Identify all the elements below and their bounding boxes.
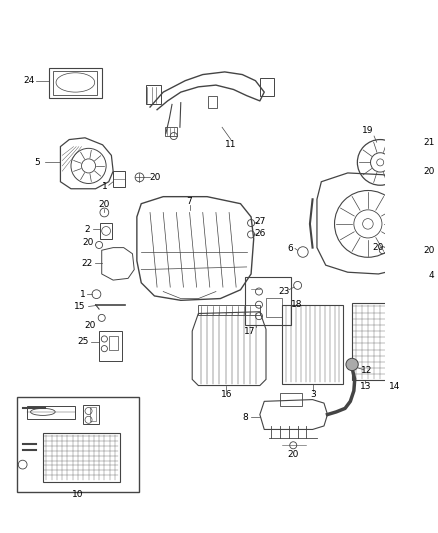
Text: 20: 20: [424, 167, 435, 176]
Text: 23: 23: [278, 287, 289, 296]
Text: 20: 20: [424, 246, 435, 255]
Text: 20: 20: [150, 173, 161, 182]
Text: 27: 27: [254, 217, 265, 226]
Bar: [83, 405, 99, 424]
Bar: [17, 397, 139, 492]
Text: 3: 3: [311, 390, 316, 399]
Text: 20: 20: [287, 449, 299, 458]
Text: 12: 12: [360, 366, 372, 375]
Text: 6: 6: [288, 244, 293, 253]
Bar: [198, 305, 260, 315]
Text: 13: 13: [360, 382, 371, 391]
Text: 8: 8: [242, 413, 248, 422]
Bar: [245, 277, 290, 325]
Bar: [352, 303, 392, 380]
Bar: [280, 393, 302, 406]
Bar: [165, 127, 177, 136]
Bar: [208, 95, 217, 108]
Text: 22: 22: [81, 259, 92, 268]
Text: 20: 20: [85, 321, 96, 330]
Bar: [27, 406, 75, 419]
Bar: [43, 433, 120, 482]
Text: 20: 20: [99, 200, 110, 209]
Bar: [90, 408, 96, 421]
Bar: [113, 171, 125, 187]
Text: 15: 15: [74, 302, 85, 311]
Text: 17: 17: [244, 327, 255, 336]
Text: 24: 24: [23, 76, 35, 85]
Text: 21: 21: [424, 138, 435, 147]
Text: 25: 25: [78, 337, 89, 346]
Text: 1: 1: [102, 182, 107, 191]
Text: 11: 11: [225, 140, 237, 149]
Text: 19: 19: [362, 126, 374, 135]
Text: 1: 1: [80, 289, 85, 298]
Bar: [146, 85, 162, 104]
Bar: [266, 298, 282, 317]
Bar: [385, 254, 423, 300]
Bar: [100, 223, 112, 239]
Text: 16: 16: [221, 390, 232, 399]
Bar: [99, 331, 122, 361]
Text: 18: 18: [291, 300, 303, 309]
Text: 10: 10: [72, 490, 84, 499]
Bar: [260, 78, 274, 95]
Text: 26: 26: [254, 229, 265, 238]
Bar: [109, 336, 118, 350]
Text: 7: 7: [187, 197, 192, 206]
Circle shape: [346, 358, 358, 370]
Text: 4: 4: [428, 271, 434, 280]
Bar: [394, 300, 405, 384]
Bar: [49, 68, 102, 98]
Text: 20: 20: [373, 243, 384, 252]
Bar: [53, 71, 97, 95]
Text: 2: 2: [84, 225, 90, 233]
Text: 20: 20: [83, 238, 94, 247]
Text: 14: 14: [389, 382, 400, 391]
Text: 5: 5: [35, 158, 40, 167]
